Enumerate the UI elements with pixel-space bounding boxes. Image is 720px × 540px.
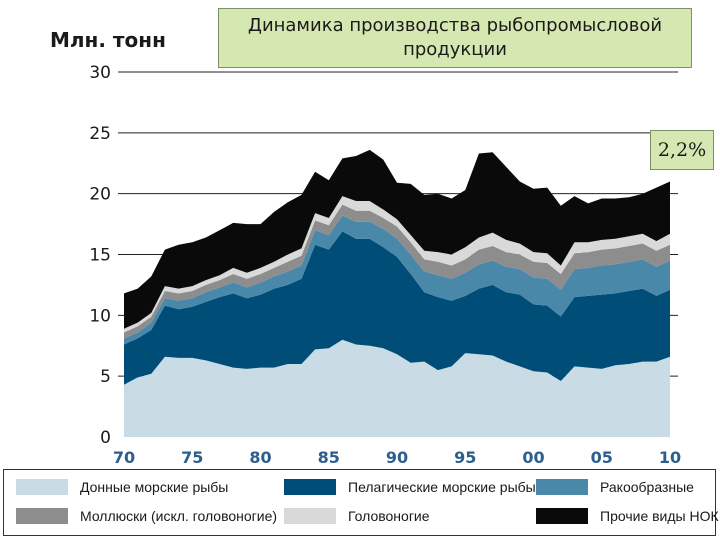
legend-label: Моллюски (искл. головоногие) <box>80 508 278 524</box>
chart-legend: Донные морские рыбы Пелагические морские… <box>3 469 719 536</box>
legend-item-cephalopods: Головоногие <box>284 508 430 524</box>
x-tick-label-85: 85 <box>318 448 340 467</box>
legend-label: Ракообразные <box>600 479 694 495</box>
y-tick-label-30: 30 <box>89 63 111 83</box>
x-tick-label-90: 90 <box>386 448 408 467</box>
x-tick-label-80: 80 <box>249 448 271 467</box>
y-tick-label-5: 5 <box>100 367 111 387</box>
legend-swatch <box>536 508 588 524</box>
x-tick-label-70: 70 <box>113 448 135 467</box>
y-tick-label-25: 25 <box>89 124 111 144</box>
area-series-0 <box>124 339 670 437</box>
x-tick-label-95: 95 <box>454 448 476 467</box>
legend-swatch <box>16 508 68 524</box>
x-axis-ticks: 70 75 80 85 90 95 00 05 10 <box>113 448 681 467</box>
legend-label: Донные морские рыбы <box>80 479 229 495</box>
area-series-3 <box>124 204 670 339</box>
area-series-2 <box>124 215 670 345</box>
area-series-5 <box>124 149 670 329</box>
legend-item-pelagic: Пелагические морские рыбы <box>284 479 536 495</box>
area-series-1 <box>124 231 670 385</box>
x-tick-label-05: 05 <box>591 448 613 467</box>
legend-swatch <box>16 479 68 495</box>
legend-label: Пелагические морские рыбы <box>348 479 536 495</box>
y-axis-ticks: 0 5 10 15 20 25 30 <box>89 63 111 448</box>
x-tick-label-10: 10 <box>659 448 681 467</box>
legend-item-demersal: Донные морские рыбы <box>16 479 228 495</box>
legend-item-molluscs: Моллюски (искл. головоногие) <box>16 508 277 524</box>
legend-swatch <box>284 508 336 524</box>
x-tick-label-00: 00 <box>522 448 544 467</box>
area-series-4 <box>124 196 670 333</box>
area-series-group <box>124 149 670 437</box>
chart-title: Динамика производства рыбопромысловой пр… <box>218 8 692 68</box>
legend-label: Прочие виды НОК <box>600 508 719 524</box>
y-axis-unit-label: Млн. тонн <box>50 28 166 52</box>
legend-item-crustaceans: Ракообразные <box>536 479 694 495</box>
y-tick-label-0: 0 <box>100 428 111 448</box>
y-tick-label-15: 15 <box>89 246 111 266</box>
y-tick-label-20: 20 <box>89 185 111 205</box>
legend-swatch <box>536 479 588 495</box>
growth-rate-annotation: 2,2% <box>650 130 714 170</box>
legend-swatch <box>284 479 336 495</box>
legend-label: Головоногие <box>348 508 430 524</box>
y-tick-label-10: 10 <box>89 306 111 326</box>
legend-item-other: Прочие виды НОК <box>536 508 719 524</box>
x-tick-label-75: 75 <box>181 448 203 467</box>
